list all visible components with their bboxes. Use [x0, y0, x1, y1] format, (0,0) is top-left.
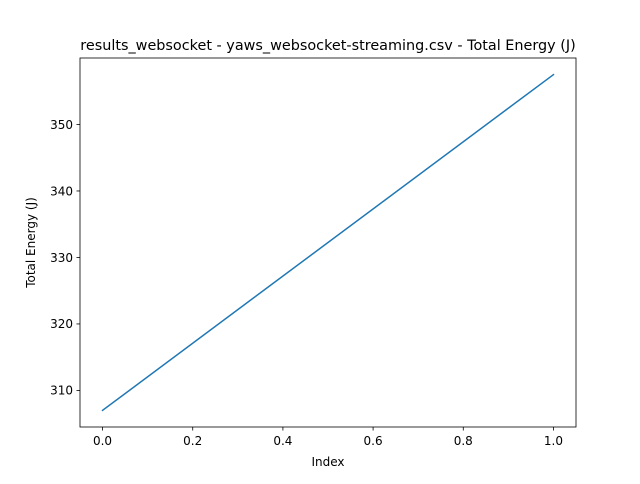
y-tick-label: 310 — [50, 384, 73, 398]
x-tick-label: 0.2 — [183, 434, 202, 448]
series-line-0 — [101, 73, 555, 412]
y-tick-label: 350 — [50, 118, 73, 132]
y-tick-label: 320 — [50, 317, 73, 331]
y-tick-label: 330 — [50, 251, 73, 265]
plot-area — [101, 73, 555, 412]
x-axis-label: Index — [311, 455, 344, 469]
x-tick-label: 1.0 — [544, 434, 563, 448]
y-axis-ticks: 310 320 330 340 350 — [50, 118, 80, 398]
x-tick-label: 0.4 — [273, 434, 292, 448]
y-axis-label: Total Energy (J) — [24, 197, 38, 289]
chart-title: results_websocket - yaws_websocket-strea… — [80, 38, 575, 54]
x-axis-ticks: 0.0 0.2 0.4 0.6 0.8 1.0 — [93, 427, 563, 448]
x-tick-label: 0.8 — [454, 434, 473, 448]
axes — [79, 57, 577, 428]
y-tick-label: 340 — [50, 184, 73, 198]
x-tick-label: 0.0 — [93, 434, 112, 448]
axes-frame — [79, 57, 577, 428]
x-tick-label: 0.6 — [364, 434, 383, 448]
